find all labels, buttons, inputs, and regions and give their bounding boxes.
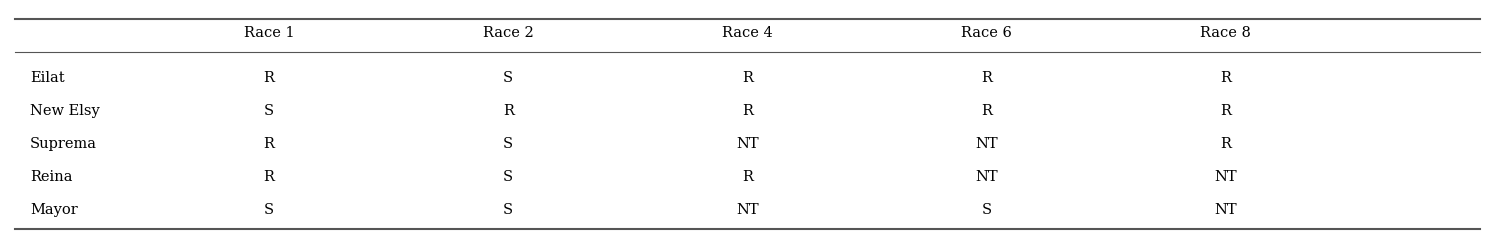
Text: S: S [504,71,513,85]
Text: R: R [1220,71,1232,85]
Text: NT: NT [736,203,759,217]
Text: R: R [742,104,753,118]
Text: S: S [504,137,513,151]
Text: R: R [981,104,993,118]
Text: R: R [981,71,993,85]
Text: Reina: Reina [30,170,72,184]
Text: R: R [263,137,275,151]
Text: S: S [265,203,274,217]
Text: R: R [1220,104,1232,118]
Text: R: R [263,71,275,85]
Text: Race 8: Race 8 [1200,26,1251,40]
Text: NT: NT [1214,170,1238,184]
Text: NT: NT [975,137,999,151]
Text: S: S [504,203,513,217]
Text: NT: NT [1214,203,1238,217]
Text: New Elsy: New Elsy [30,104,100,118]
Text: S: S [265,104,274,118]
Text: Race 6: Race 6 [961,26,1012,40]
Text: R: R [742,170,753,184]
Text: S: S [982,203,991,217]
Text: Suprema: Suprema [30,137,97,151]
Text: S: S [504,170,513,184]
Text: NT: NT [975,170,999,184]
Text: R: R [263,170,275,184]
Text: Mayor: Mayor [30,203,78,217]
Text: NT: NT [736,137,759,151]
Text: Race 1: Race 1 [244,26,295,40]
Text: Race 2: Race 2 [483,26,534,40]
Text: Race 4: Race 4 [722,26,773,40]
Text: R: R [502,104,514,118]
Text: Eilat: Eilat [30,71,64,85]
Text: R: R [742,71,753,85]
Text: R: R [1220,137,1232,151]
